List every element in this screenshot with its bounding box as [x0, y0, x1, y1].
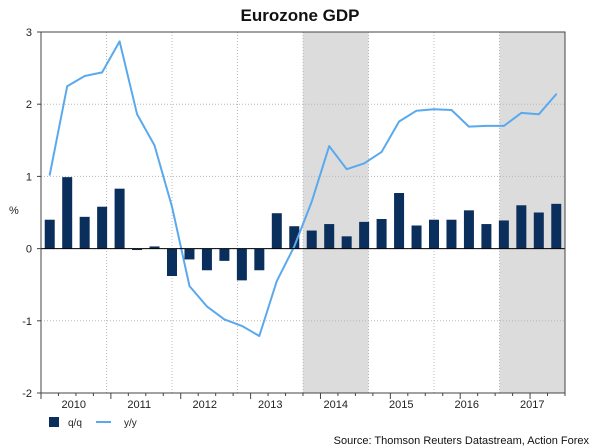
bar-qq-2013Q3: [289, 226, 300, 249]
bar-qq-2013Q2: [271, 213, 282, 249]
legend-label-qq: q/q: [68, 418, 82, 429]
point-yy-2012Q2: [206, 305, 208, 308]
point-yy-2012Q3: [223, 318, 226, 321]
source-note: Source: Thomson Reuters Datastream, Acti…: [334, 435, 590, 447]
bar-qq-2014Q2: [341, 236, 352, 249]
y-tick-label: -1: [22, 316, 32, 328]
bar-qq-2012Q2: [201, 248, 212, 271]
point-yy-2013Q4: [310, 200, 313, 203]
y-axis-ticks: -2 -1 0 1 2 3: [22, 27, 41, 400]
y-tick-label: 3: [26, 27, 32, 39]
y-tick-label: 2: [26, 99, 32, 111]
bar-qq-2011Q1: [114, 188, 125, 249]
y-axis-label: %: [9, 205, 19, 217]
point-yy-2011Q4: [171, 205, 173, 208]
point-yy-2010Q3: [83, 75, 86, 77]
shaded-region-2014: [303, 32, 369, 393]
point-yy-2011Q1: [118, 40, 121, 43]
bar-qq-2012Q4: [236, 248, 247, 281]
bar-qq-2011Q2: [132, 248, 143, 251]
point-yy-2014Q1: [328, 145, 331, 147]
point-yy-2015Q3: [433, 108, 435, 111]
point-yy-2010Q1: [48, 174, 51, 176]
bar-qq-2010Q2: [62, 177, 73, 249]
bar-qq-2011Q4: [167, 248, 177, 277]
bar-qq-2010Q4: [97, 206, 108, 249]
point-yy-2014Q3: [363, 162, 365, 165]
point-yy-2012Q4: [241, 325, 243, 327]
chart-title: Eurozone GDP: [240, 6, 359, 25]
gridlines: [41, 32, 565, 393]
point-yy-2015Q4: [450, 109, 453, 111]
point-yy-2010Q4: [101, 71, 103, 74]
point-yy-2010Q2: [66, 85, 68, 87]
x-tick-label: 2016: [455, 399, 479, 411]
bar-qq-2012Q3: [219, 248, 230, 261]
point-yy-2011Q2: [136, 113, 138, 116]
x-tick-label: 2013: [258, 399, 282, 411]
point-yy-2014Q2: [345, 168, 348, 170]
line-series-yy: [48, 40, 558, 337]
point-yy-2011Q3: [153, 144, 156, 147]
bar-qq-2014Q1: [324, 224, 335, 249]
x-axis-ticks: 2010 2011 2012 2013 2014 2015 2016 2017: [40, 393, 566, 411]
bar-qq-2010Q1: [44, 219, 55, 249]
bar-qq-2016Q1: [463, 210, 474, 249]
point-yy-2017Q2: [555, 93, 558, 95]
bar-qq-2015Q2: [411, 225, 422, 249]
x-tick-label: 2012: [193, 399, 217, 411]
point-yy-2015Q1: [398, 120, 400, 123]
point-yy-2016Q4: [520, 112, 523, 114]
y-tick-label: 1: [26, 171, 32, 183]
point-yy-2016Q2: [485, 125, 488, 127]
legend-swatch-qq: [49, 417, 59, 427]
line-yy: [48, 40, 558, 337]
legend: q/q y/y: [49, 417, 137, 429]
point-yy-2013Q2: [276, 280, 278, 282]
point-yy-2016Q1: [468, 125, 470, 128]
bar-series-qq: [44, 177, 562, 281]
point-yy-2014Q4: [380, 151, 383, 153]
x-tick-label: 2010: [62, 399, 86, 411]
bar-qq-2015Q4: [446, 219, 457, 249]
bar-qq-2010Q3: [79, 216, 90, 249]
point-yy-2015Q2: [415, 109, 418, 112]
point-yy-2016Q3: [503, 125, 505, 127]
bar-qq-2017Q1: [533, 212, 544, 249]
x-tick-label: 2015: [389, 399, 413, 411]
bar-qq-2012Q1: [184, 248, 195, 260]
point-yy-2013Q3: [293, 245, 296, 248]
bar-qq-2015Q1: [394, 193, 405, 249]
bar-qq-2017Q2: [551, 203, 562, 249]
bar-qq-2016Q3: [498, 220, 509, 249]
bar-qq-2015Q3: [429, 219, 439, 249]
y-tick-label: 0: [26, 244, 32, 256]
bar-qq-2014Q3: [359, 221, 370, 249]
point-yy-2013Q1: [258, 335, 261, 337]
x-tick-label: 2017: [520, 399, 544, 411]
point-yy-2017Q1: [538, 113, 540, 116]
bar-qq-2013Q1: [254, 248, 265, 271]
bar-qq-2014Q4: [376, 218, 387, 249]
point-yy-2012Q1: [188, 285, 191, 287]
x-tick-label: 2014: [324, 399, 348, 411]
bar-qq-2011Q3: [149, 246, 160, 249]
x-tick-label: 2011: [127, 399, 151, 411]
y-tick-label: -2: [22, 388, 32, 400]
bar-qq-2016Q2: [481, 224, 492, 249]
bar-qq-2016Q4: [516, 205, 527, 249]
bar-qq-2013Q4: [306, 230, 317, 249]
legend-label-yy: y/y: [124, 418, 137, 429]
